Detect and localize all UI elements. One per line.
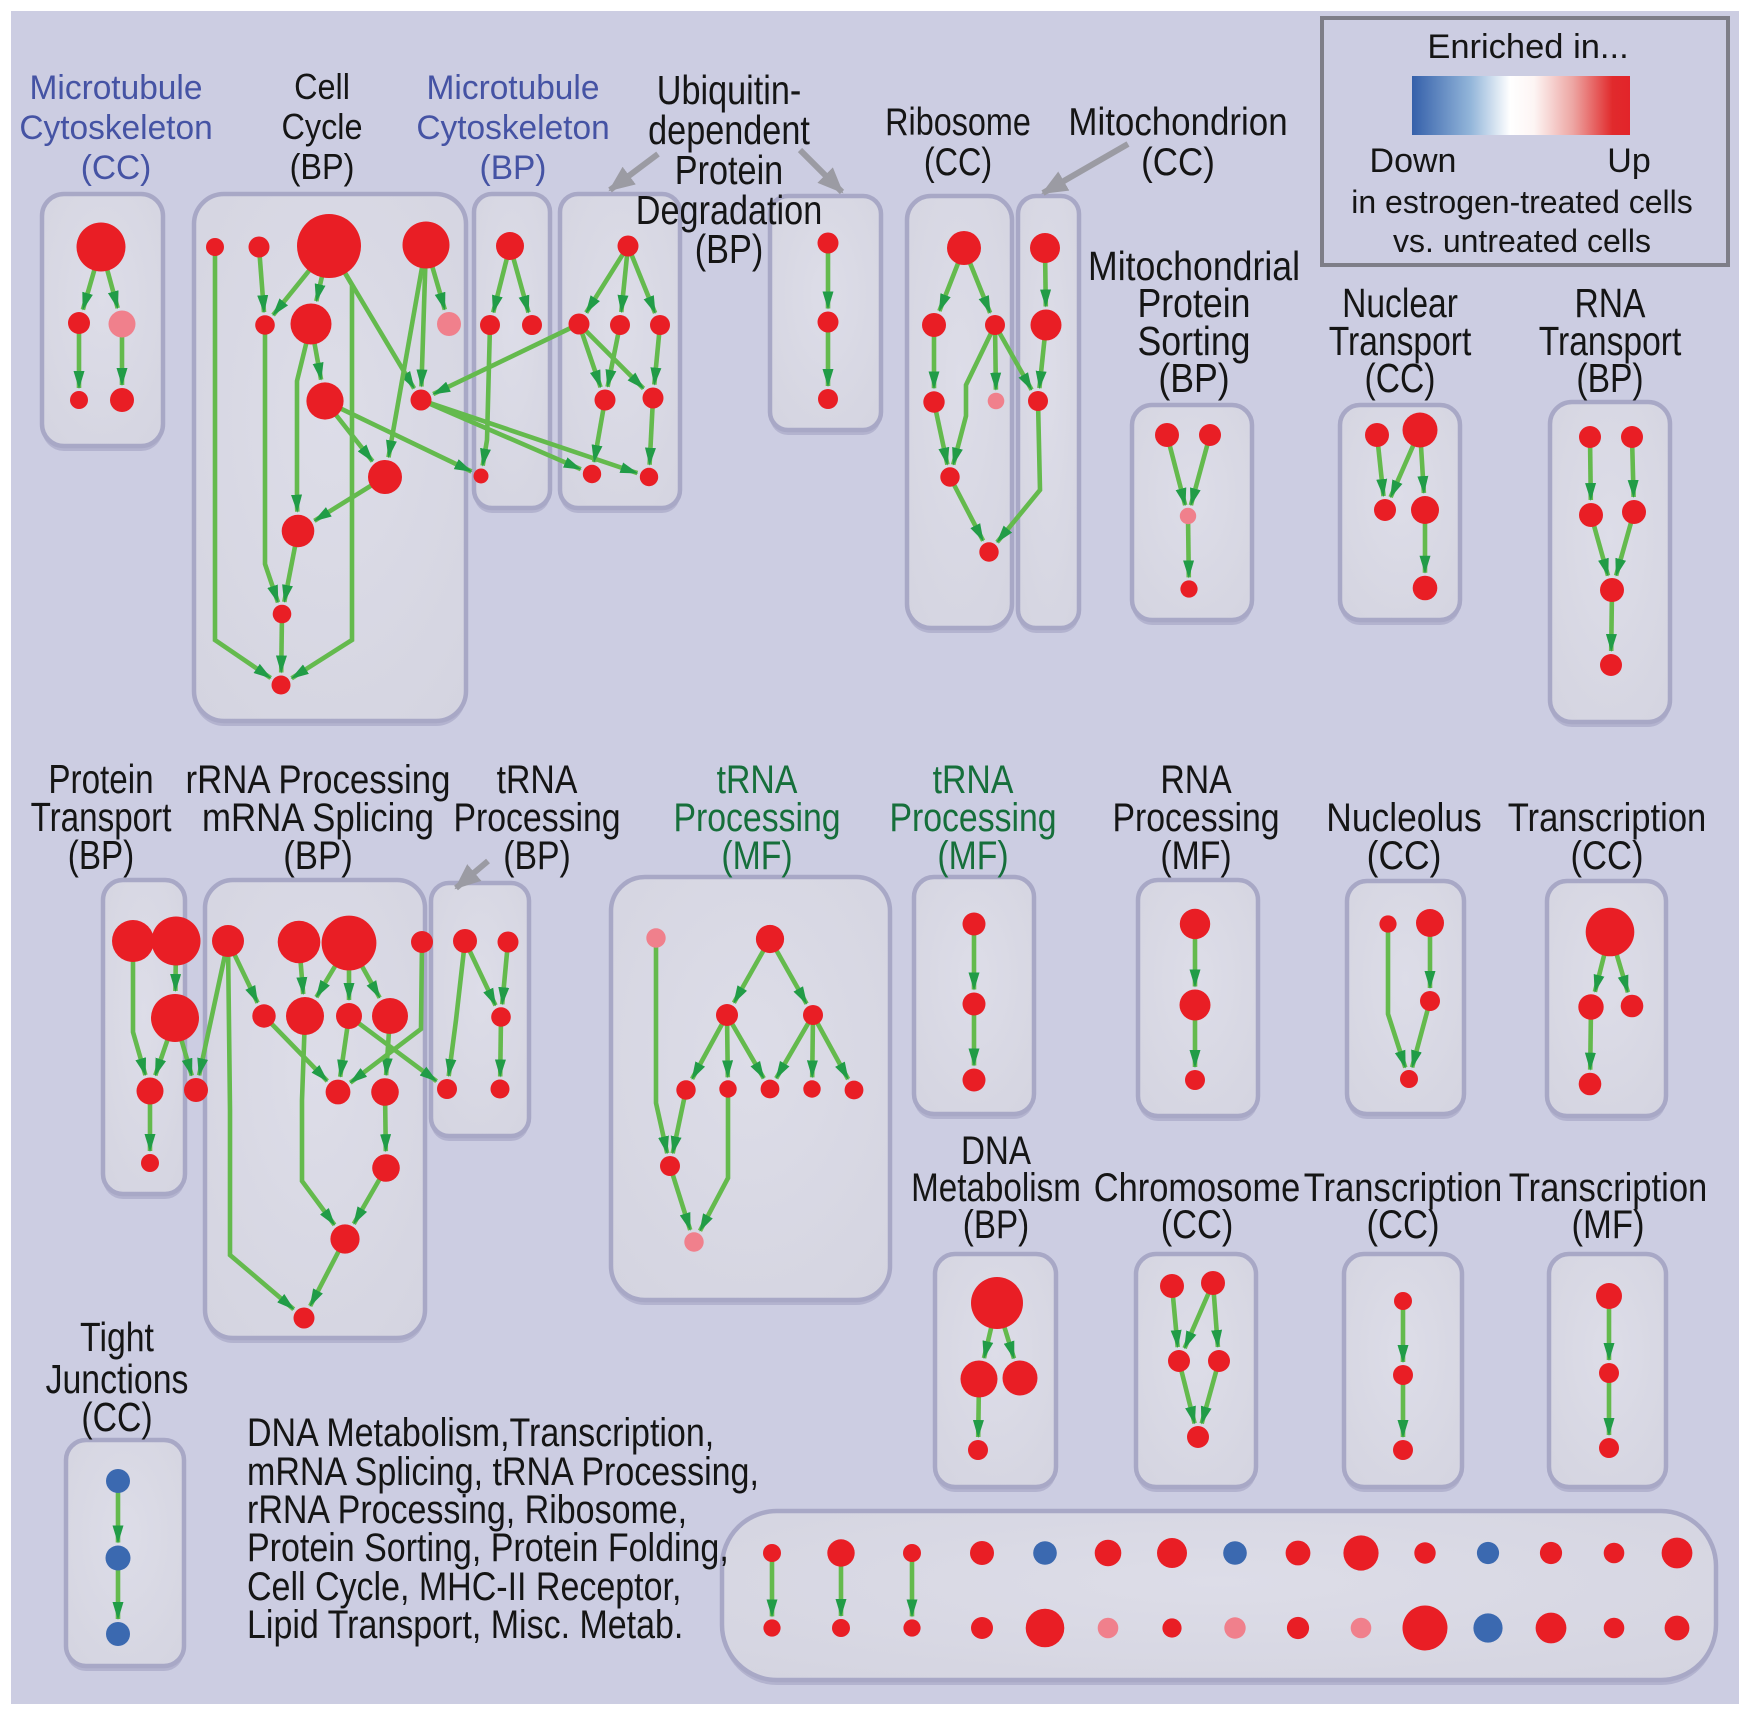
svg-text:(MF): (MF) <box>1160 832 1231 877</box>
svg-text:Cell: Cell <box>294 67 350 107</box>
svg-text:(BP): (BP) <box>480 149 547 188</box>
svg-text:Cytoskeleton: Cytoskeleton <box>416 109 609 148</box>
svg-text:(CC): (CC) <box>1365 355 1436 401</box>
svg-text:Nucleolus: Nucleolus <box>1326 796 1481 840</box>
svg-text:Processing: Processing <box>1112 794 1279 839</box>
svg-text:(CC): (CC) <box>924 140 992 184</box>
svg-text:Tight: Tight <box>80 1314 154 1360</box>
svg-text:Transcription: Transcription <box>1304 1165 1503 1210</box>
svg-text:RNA: RNA <box>1575 280 1646 326</box>
svg-text:(MF): (MF) <box>1572 1202 1645 1247</box>
svg-text:Cytoskeleton: Cytoskeleton <box>19 109 212 148</box>
svg-text:tRNA: tRNA <box>717 756 798 801</box>
svg-text:Protein: Protein <box>675 148 783 194</box>
svg-text:Processing: Processing <box>673 794 840 839</box>
svg-text:mRNA Splicing, tRNA Processing: mRNA Splicing, tRNA Processing, <box>247 1448 759 1493</box>
svg-text:RNA: RNA <box>1160 756 1232 801</box>
svg-text:(CC): (CC) <box>1367 834 1442 878</box>
svg-text:rRNA Processing, Ribosome,: rRNA Processing, Ribosome, <box>247 1486 687 1531</box>
svg-text:Microtubule: Microtubule <box>30 69 203 108</box>
svg-text:Transport: Transport <box>1539 318 1682 364</box>
svg-text:Protein: Protein <box>1138 281 1251 327</box>
svg-text:Ribosome: Ribosome <box>885 100 1031 144</box>
svg-text:(CC): (CC) <box>1161 1202 1234 1247</box>
svg-text:Mitochondrial: Mitochondrial <box>1088 244 1300 290</box>
svg-text:(MF): (MF) <box>937 832 1008 877</box>
svg-text:Nuclear: Nuclear <box>1342 280 1458 326</box>
svg-text:Microtubule: Microtubule <box>427 69 600 108</box>
svg-text:rRNA Processing: rRNA Processing <box>186 757 451 802</box>
svg-text:(MF): (MF) <box>721 832 792 877</box>
svg-text:Ubiquitin-: Ubiquitin- <box>657 68 802 114</box>
svg-text:Transcription: Transcription <box>1508 795 1707 840</box>
svg-text:(CC): (CC) <box>81 149 152 188</box>
svg-text:Degradation: Degradation <box>636 188 822 234</box>
svg-text:Transport: Transport <box>1329 318 1472 364</box>
svg-text:mRNA Splicing: mRNA Splicing <box>202 795 434 840</box>
svg-text:(BP): (BP) <box>1158 356 1229 402</box>
svg-text:Protein Sorting, Protein Foldi: Protein Sorting, Protein Folding, <box>247 1524 729 1569</box>
svg-text:tRNA: tRNA <box>497 756 578 801</box>
svg-text:Cycle: Cycle <box>282 107 363 147</box>
svg-text:Protein: Protein <box>48 756 153 802</box>
svg-text:(BP): (BP) <box>1576 355 1643 401</box>
svg-text:tRNA: tRNA <box>933 756 1014 801</box>
svg-text:dependent: dependent <box>648 108 810 154</box>
svg-text:Enriched in...: Enriched in... <box>1427 28 1628 66</box>
svg-text:(CC): (CC) <box>81 1394 152 1440</box>
svg-text:Transcription: Transcription <box>1509 1165 1708 1210</box>
svg-text:Processing: Processing <box>453 794 620 839</box>
svg-text:Lipid Transport, Misc. Metab.: Lipid Transport, Misc. Metab. <box>247 1601 683 1646</box>
svg-text:Up: Up <box>1607 142 1650 180</box>
svg-text:(CC): (CC) <box>1571 833 1644 878</box>
svg-text:(CC): (CC) <box>1367 1202 1440 1247</box>
svg-text:(BP): (BP) <box>290 147 355 187</box>
svg-text:Down: Down <box>1370 142 1457 180</box>
svg-text:(BP): (BP) <box>963 1202 1029 1247</box>
svg-text:DNA: DNA <box>961 1128 1032 1173</box>
svg-text:(BP): (BP) <box>283 833 353 878</box>
svg-text:(CC): (CC) <box>1141 140 1215 183</box>
svg-text:Cell Cycle, MHC-II Receptor,: Cell Cycle, MHC-II Receptor, <box>247 1563 681 1608</box>
svg-text:(BP): (BP) <box>68 832 134 878</box>
svg-text:Transport: Transport <box>31 794 172 840</box>
svg-text:Processing: Processing <box>889 794 1056 839</box>
svg-text:Mitochondrion: Mitochondrion <box>1068 100 1287 143</box>
svg-text:Sorting: Sorting <box>1138 319 1251 365</box>
svg-text:Chromosome: Chromosome <box>1094 1165 1300 1210</box>
svg-text:in estrogen-treated cells: in estrogen-treated cells <box>1351 184 1693 220</box>
svg-text:DNA Metabolism,Transcription,: DNA Metabolism,Transcription, <box>247 1409 714 1454</box>
svg-text:(BP): (BP) <box>503 832 571 877</box>
svg-text:vs. untreated cells: vs. untreated cells <box>1393 223 1651 259</box>
svg-text:(BP): (BP) <box>695 227 763 273</box>
svg-text:Junctions: Junctions <box>46 1356 189 1402</box>
svg-text:Metabolism: Metabolism <box>911 1165 1081 1210</box>
